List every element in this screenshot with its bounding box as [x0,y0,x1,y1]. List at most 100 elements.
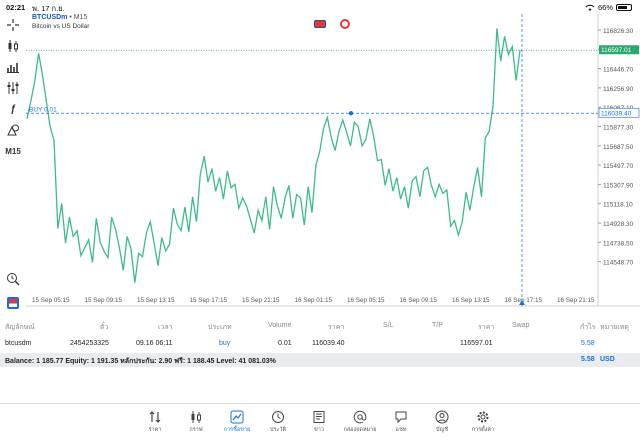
col-volume[interactable]: Volume [268,322,292,329]
buy-level-label: BUY 0.01 [29,106,57,113]
tab-label: การตั้งค่า [471,427,495,433]
timeframe-label: M15 [5,146,21,156]
zoom-tool[interactable] [4,270,22,288]
price-tick-label: 114738.50 [603,240,634,247]
time-tick-label: 15 Sep 05:15 [32,297,70,304]
tab-chart[interactable]: กราฟ [176,408,216,440]
col-open-price[interactable]: ราคา [328,324,345,331]
trade-chart-icon [230,410,244,424]
news-icon [313,411,325,423]
arrows-updown-icon [149,411,161,423]
row-type: buy [219,340,231,347]
price-tick-label: 115307.90 [603,182,634,189]
sliders-icon [7,82,19,94]
time-tick-label: 16 Sep 01:15 [295,297,333,304]
price-tick-label: 116256.90 [603,86,634,93]
time-tick-label: 16 Sep 13:15 [452,297,490,304]
history-clock-icon [272,411,284,423]
tab-mailbox[interactable]: กล่องจดหมาย [340,408,380,440]
candles-icon [8,40,18,52]
col-sl[interactable]: S/L [383,322,394,329]
shapes-icon [7,124,19,136]
magnifier-clock-icon [7,273,20,286]
table-row[interactable]: btcusdm 2454253325 09.16 06:11 buy 0.01 … [0,338,640,352]
one-click-trade-tool[interactable] [4,294,22,312]
time-tick-label: 16 Sep 21:15 [557,297,595,304]
row-open-price: 116039.40 [312,340,345,347]
trade-panel-icon [7,297,19,309]
row-current-price: 116597.01 [460,340,493,347]
current-price-label: 116597.01 [601,47,632,54]
wifi-icon [585,4,595,11]
crosshair-tool[interactable] [4,16,22,34]
price-tick-label: 115687.50 [603,144,634,151]
time-tick-label: 15 Sep 09:15 [85,297,123,304]
row-ticket: 2454253325 [70,340,109,347]
tab-history[interactable]: ประวัติ [258,408,298,440]
symbol-timeframe: • M15 [69,14,88,21]
current-price-box [599,45,639,55]
col-time[interactable]: เวลา [158,324,173,331]
price-tick-label: 116826.30 [603,28,634,35]
price-tick-label: 114928.30 [603,221,634,228]
indicators-tool[interactable] [4,58,22,76]
tab-label: กราฟ [189,427,203,433]
tab-label: บัญชี [436,427,448,433]
status-bar: 02:21 พ. 17 ก.ย. 66% [0,0,640,14]
market-status-icon[interactable] [340,19,350,29]
buy-price-box [598,107,640,118]
tab-settings[interactable]: การตั้งค่า [463,408,503,440]
status-right: 66% [585,3,632,12]
tab-label: ประวัติ [269,427,287,433]
row-profit: 5.58 [581,340,595,347]
function-icon: ƒ [10,103,16,115]
tab-label: แชท [395,427,407,433]
symbol-title: BTCUSDm • M15 [32,14,87,21]
bottom-tab-bar: ราคา กราฟ การซื้อขาย ประวัติ ข่าว กล่องจ… [0,404,640,447]
price-chart[interactable]: 116826.30116636.50116446.70116256.901160… [26,14,640,312]
tab-news[interactable]: ข่าว [299,408,339,440]
time-tick-label: 16 Sep 09:15 [400,297,438,304]
drawing-tool[interactable] [4,121,22,139]
col-ticket[interactable]: ตั๋ว [100,324,109,331]
col-price[interactable]: ราคา [478,324,495,331]
price-series-line [26,28,521,283]
status-time: 02:21 [6,3,26,12]
tabbar-divider [0,403,640,404]
chart-type-tool[interactable] [4,37,22,55]
settings-gear-icon [477,411,489,423]
col-swap[interactable]: Swap [512,322,530,329]
time-tick-label: 15 Sep 21:15 [242,297,280,304]
tab-label: ข่าว [314,427,324,433]
tab-account[interactable]: บัญชี [422,408,462,440]
symbol-name: BTCUSDm [32,14,68,21]
candles-icon [191,411,201,423]
indicator-bars-icon [7,63,19,73]
chart-canvas[interactable]: 116826.30116636.50116446.70116256.901160… [26,14,640,312]
col-comment[interactable]: หมายเหตุ [600,324,629,331]
tab-chat[interactable]: แชท [381,408,421,440]
flag-icon[interactable] [314,20,326,28]
tab-trade[interactable]: การซื้อขาย [217,408,257,440]
function-tool[interactable]: ƒ [4,100,22,118]
balance-summary: Balance: 1 185.77 Equity: 1 191.35 หลักป… [0,353,640,367]
col-profit[interactable]: กำไร [580,324,596,331]
col-symbol[interactable]: สัญลักษณ์ [5,324,35,331]
entry-marker [348,111,354,116]
row-time: 09.16 06:11 [136,340,173,347]
col-type[interactable]: ประเภท [208,324,232,331]
account-currency: USD [600,356,615,363]
total-profit: 5.58 [581,356,595,363]
tab-label: ราคา [148,427,162,433]
col-tp[interactable]: T/P [432,322,443,329]
account-icon [435,410,449,424]
objects-tool[interactable] [4,79,22,97]
price-tick-label: 115118.10 [603,202,633,209]
timeframe-button[interactable]: M15 [4,142,22,160]
row-symbol: btcusdm [5,340,32,347]
status-date: พ. 17 ก.ย. [32,4,65,13]
time-tick-label: 16 Sep 17:15 [505,297,543,304]
time-tick-label: 16 Sep 05:15 [347,297,385,304]
tab-quotes[interactable]: ราคา [135,408,175,440]
row-volume: 0.01 [278,340,292,347]
